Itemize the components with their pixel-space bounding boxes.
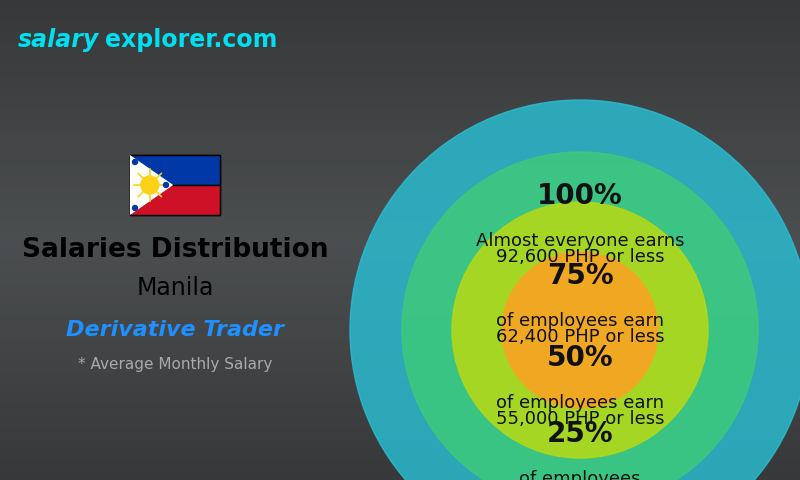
Circle shape [133,205,138,211]
Text: 62,400 PHP or less: 62,400 PHP or less [496,328,664,346]
Polygon shape [130,155,173,215]
Text: 55,000 PHP or less: 55,000 PHP or less [496,410,664,428]
Text: 92,600 PHP or less: 92,600 PHP or less [496,248,664,266]
Text: 100%: 100% [537,182,623,210]
Circle shape [452,202,708,458]
Text: Almost everyone earns: Almost everyone earns [476,232,684,250]
Circle shape [163,182,169,188]
Text: of employees: of employees [519,470,641,480]
FancyBboxPatch shape [130,155,220,215]
Text: of employees earn: of employees earn [496,312,664,330]
Text: Salaries Distribution: Salaries Distribution [22,237,328,263]
FancyBboxPatch shape [130,155,220,185]
Circle shape [133,159,138,165]
FancyBboxPatch shape [130,185,220,215]
Text: salary: salary [18,28,99,52]
Text: 75%: 75% [546,262,614,290]
Text: * Average Monthly Salary: * Average Monthly Salary [78,358,272,372]
Circle shape [402,152,758,480]
Circle shape [141,176,158,194]
Circle shape [502,252,658,408]
Circle shape [350,100,800,480]
Text: 50%: 50% [546,344,614,372]
Text: 25%: 25% [546,420,614,448]
Text: of employees earn: of employees earn [496,394,664,412]
Text: explorer.com: explorer.com [105,28,278,52]
Text: Derivative Trader: Derivative Trader [66,320,284,340]
Text: Manila: Manila [136,276,214,300]
